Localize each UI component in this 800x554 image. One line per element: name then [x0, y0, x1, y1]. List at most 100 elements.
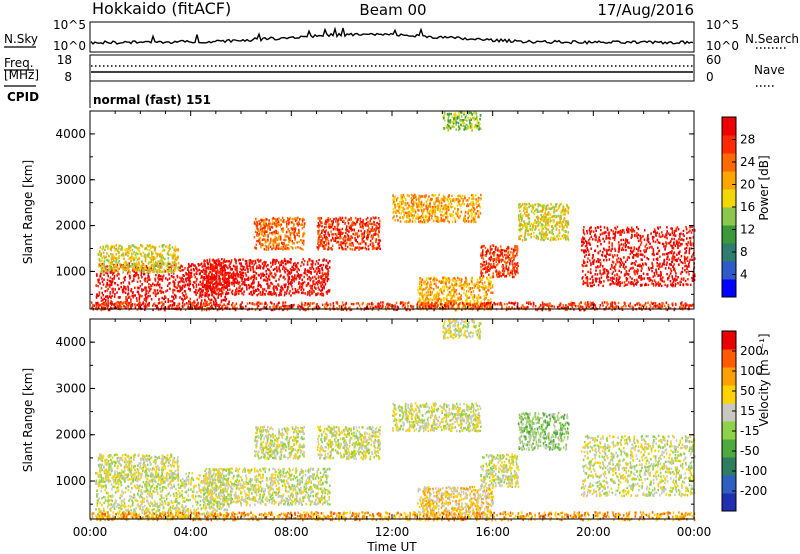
heatmap-cell — [199, 263, 202, 266]
heatmap-cell — [261, 262, 264, 265]
heatmap-cell — [168, 282, 170, 285]
heatmap-cell — [338, 216, 341, 220]
heatmap-cell — [560, 202, 563, 206]
heatmap-cell — [591, 275, 593, 279]
heatmap-cell — [259, 259, 261, 263]
heatmap-cell — [610, 229, 613, 232]
heatmap-cell — [157, 291, 160, 295]
heatmap-cell — [283, 275, 285, 278]
heatmap-cell — [375, 238, 378, 241]
heatmap-cell — [223, 299, 226, 302]
heatmap-cell — [399, 220, 402, 223]
heatmap-cell — [564, 223, 567, 226]
heatmap-cell — [144, 264, 147, 268]
heatmap-cell — [313, 290, 315, 293]
heatmap-cell — [652, 249, 655, 253]
heatmap-cell — [423, 221, 426, 224]
heatmap-cell — [256, 224, 259, 227]
heatmap-cell — [280, 228, 283, 231]
heatmap-cell — [537, 220, 539, 224]
heatmap-cell — [519, 228, 521, 231]
heatmap-cell — [327, 247, 330, 250]
heatmap-cell — [301, 241, 304, 244]
heatmap-cell — [299, 273, 301, 277]
heatmap-cell — [277, 283, 280, 287]
heatmap-cell — [566, 204, 568, 207]
heatmap-cell — [619, 280, 621, 284]
heatmap-cell — [448, 221, 450, 224]
heatmap-cell — [673, 258, 675, 261]
heatmap-cell — [273, 288, 275, 291]
heatmap-cell — [440, 213, 442, 217]
heatmap-cell — [499, 254, 501, 257]
heatmap-cell — [271, 222, 274, 226]
heatmap-cell — [118, 244, 120, 248]
heatmap-cell — [234, 281, 237, 284]
heatmap-cell — [197, 289, 200, 292]
heatmap-cell — [175, 248, 178, 251]
heatmap-cell — [361, 221, 363, 224]
heatmap-cell — [599, 225, 602, 228]
heatmap-cell — [203, 272, 205, 275]
heatmap-cell — [288, 237, 290, 240]
heatmap-cell — [317, 266, 320, 269]
heatmap-cell — [163, 244, 165, 247]
heatmap-cell — [215, 266, 218, 270]
heatmap-cell — [181, 285, 184, 289]
heatmap-cell — [151, 255, 153, 258]
heatmap-cell — [422, 214, 424, 217]
heatmap-cell — [608, 253, 610, 257]
heatmap-cell — [666, 237, 668, 240]
heatmap-cell — [195, 271, 198, 274]
heatmap-cell — [662, 253, 664, 256]
heatmap-cell — [287, 280, 289, 283]
heatmap-cell — [618, 269, 620, 272]
heatmap-cell — [356, 241, 359, 244]
heatmap-cell — [336, 233, 338, 236]
heatmap-cell — [442, 198, 444, 202]
heatmap-cell — [217, 291, 220, 295]
heatmap-cell — [274, 232, 276, 235]
heatmap-cell — [291, 285, 293, 288]
heatmap-cell — [144, 277, 147, 280]
heatmap-cell — [374, 233, 377, 236]
heatmap-cell — [269, 245, 272, 248]
heatmap-cell — [528, 220, 530, 223]
heatmap-cell — [258, 230, 261, 234]
heatmap-cell — [512, 251, 514, 255]
heatmap-cell — [627, 281, 630, 284]
heatmap-cell — [127, 287, 130, 290]
heatmap-cell — [212, 300, 215, 303]
heatmap-cell — [499, 245, 502, 248]
heatmap-cell — [147, 296, 149, 299]
heatmap-cell — [117, 247, 120, 250]
heatmap-cell — [120, 263, 122, 267]
heatmap-cell — [171, 265, 173, 268]
heatmap-cell — [566, 221, 569, 225]
heatmap-cell — [624, 244, 627, 248]
heatmap-cell — [238, 281, 241, 284]
heatmap-cell — [127, 264, 130, 267]
heatmap-cell — [336, 241, 338, 244]
heatmap-cell — [300, 282, 303, 286]
heatmap-cell — [279, 223, 281, 227]
heatmap-cell — [321, 237, 324, 240]
heatmap-cell — [482, 263, 484, 267]
heatmap-cell — [127, 293, 129, 296]
heatmap-cell — [180, 279, 182, 282]
heatmap-cell — [146, 280, 149, 283]
heatmap-cell — [169, 244, 171, 247]
heatmap-cell — [329, 260, 331, 263]
heatmap-cell — [538, 228, 540, 232]
heatmap-cell — [589, 268, 592, 271]
heatmap-cell — [482, 258, 485, 261]
heatmap-cell — [371, 237, 374, 240]
heatmap-cell — [372, 216, 375, 219]
heatmap-cell — [445, 216, 447, 219]
heatmap-cell — [406, 194, 409, 197]
heatmap-cell — [198, 268, 201, 272]
heatmap-cell — [169, 262, 172, 266]
heatmap-cell — [199, 287, 201, 290]
heatmap-cell — [440, 201, 443, 205]
heatmap-cell — [266, 279, 269, 283]
